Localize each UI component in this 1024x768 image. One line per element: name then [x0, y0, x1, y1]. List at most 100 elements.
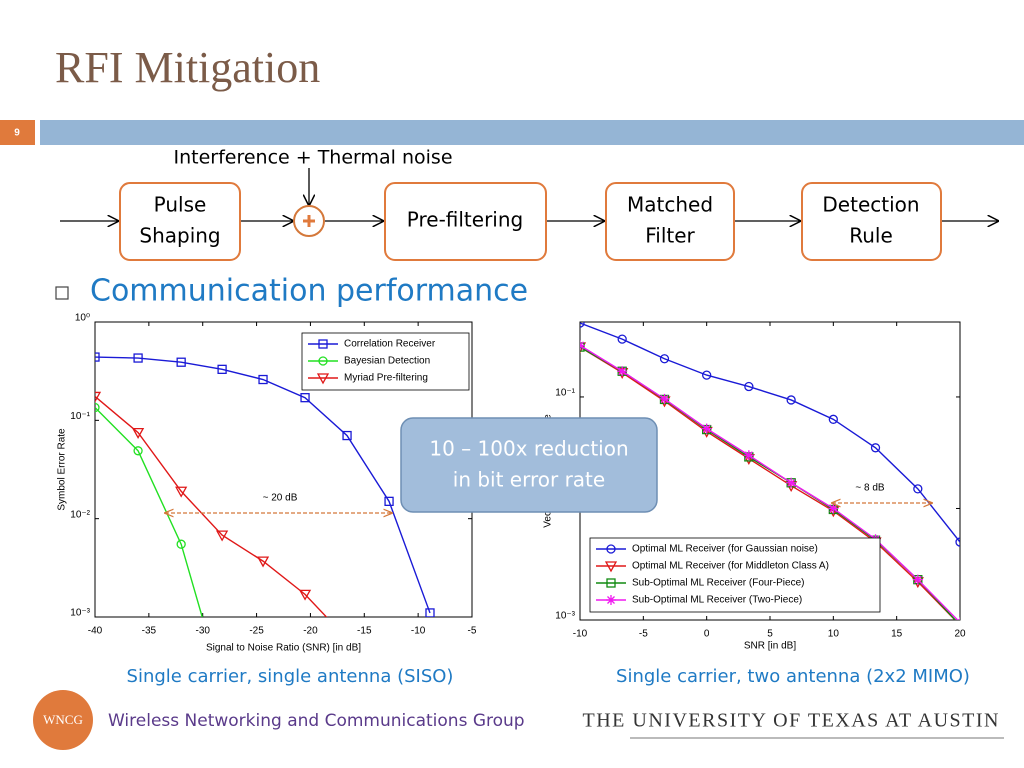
caption: Single carrier, single antenna (SISO) [127, 666, 454, 687]
legend-label: Sub-Optimal ML Receiver (Two-Piece) [632, 595, 802, 606]
series-line [95, 407, 203, 617]
callout-box [400, 417, 658, 513]
callout-text: in bit error rate [453, 468, 605, 492]
marker [702, 370, 712, 380]
marker [913, 484, 923, 494]
x-tick-label: -10 [573, 629, 588, 640]
legend-label: Myriad Pre-filtering [344, 373, 428, 384]
marker [256, 556, 270, 568]
marker [215, 530, 229, 542]
node-label: Shaping [139, 224, 220, 248]
x-tick-label: -30 [195, 626, 210, 637]
legend-marker [318, 356, 328, 366]
marker [176, 357, 186, 367]
x-tick-label: -10 [411, 626, 426, 637]
marker [425, 608, 435, 617]
marker [743, 450, 754, 461]
y-tick-label: 10⁻³ [70, 608, 90, 619]
logo-text: WNCG [43, 712, 83, 727]
legend-marker [606, 595, 616, 605]
marker [300, 393, 310, 403]
node-box [605, 182, 735, 261]
series-line [580, 346, 957, 620]
legend-marker [604, 561, 618, 573]
node-label: Pre-filtering [407, 208, 523, 232]
marker [701, 423, 712, 434]
x-tick-label: 0 [704, 629, 710, 640]
y-tick-label: 10⁻¹ [555, 388, 575, 399]
series-line [95, 356, 431, 614]
input-label: Interference + Thermal noise [173, 147, 452, 169]
annotation: ~ 20 dB [263, 493, 298, 504]
marker [828, 503, 839, 514]
series-line [95, 395, 328, 617]
node-box [384, 182, 547, 261]
marker [175, 486, 188, 498]
legend-label: Bayesian Detection [344, 356, 430, 367]
marker [580, 340, 585, 351]
marker [617, 334, 627, 344]
marker [786, 395, 796, 405]
x-tick-label: -20 [303, 626, 318, 637]
marker [342, 430, 352, 441]
x-axis-label: SNR [in dB] [744, 641, 796, 652]
logo [33, 690, 93, 750]
y-tick-label: 10⁻¹ [70, 411, 90, 422]
adder-plus [303, 215, 315, 227]
node-box [801, 182, 942, 261]
marker [659, 354, 670, 364]
marker [133, 353, 143, 363]
bullet-text: Communication performance [90, 274, 528, 309]
y-axis-label: Symbol Error Rate [57, 428, 68, 511]
x-tick-label: -25 [249, 626, 264, 637]
header-bar [40, 120, 1024, 145]
node-label: Detection [822, 193, 919, 217]
marker [258, 374, 268, 385]
marker [217, 364, 227, 374]
x-tick-label: 15 [891, 629, 903, 640]
group-name: Wireless Networking and Communications G… [108, 711, 525, 731]
x-tick-label: -5 [639, 629, 648, 640]
marker [744, 381, 754, 392]
legend-label: Optimal ML Receiver (for Gaussian noise) [632, 544, 818, 555]
marker [617, 366, 628, 377]
series-group [95, 352, 435, 617]
node-label: Pulse [154, 193, 207, 217]
x-tick-label: 20 [954, 629, 966, 640]
marker [131, 427, 145, 439]
series-line [580, 322, 960, 543]
marker [95, 402, 100, 413]
x-axis-label: Signal to Noise Ratio (SNR) [in dB] [206, 643, 361, 654]
marker [95, 391, 102, 403]
marker [956, 617, 960, 620]
legend-marker [606, 544, 616, 554]
x-tick-label: 10 [828, 629, 840, 640]
block-diagram: Interference + Thermal noise Pulse Shapi… [60, 147, 998, 261]
legend-marker [606, 578, 616, 588]
node-label: Matched [627, 193, 713, 217]
marker [786, 477, 797, 488]
marker [176, 539, 186, 549]
slide-number: 9 [14, 128, 20, 139]
slide-title: RFI Mitigation [55, 43, 320, 92]
legend-label: Optimal ML Receiver (for Middleton Class… [632, 561, 829, 572]
legend-marker [316, 373, 330, 385]
marker [870, 443, 881, 453]
marker [659, 393, 670, 404]
legend-box [589, 537, 881, 613]
x-tick-label: -5 [468, 626, 477, 637]
x-tick-label: -15 [357, 626, 372, 637]
caption: Single carrier, two antenna (2x2 MIMO) [616, 666, 970, 687]
marker [912, 574, 923, 585]
marker [955, 537, 960, 547]
annotation: ~ 8 dB [855, 483, 885, 494]
node-label: Filter [645, 224, 695, 248]
x-tick-label: -35 [142, 626, 157, 637]
y-tick-label: 10⁻³ [555, 611, 575, 622]
bullet-mark [55, 286, 69, 300]
node-box [119, 182, 241, 261]
legend-marker [318, 339, 328, 349]
university-name: THE UNIVERSITY OF TEXAS AT AUSTIN [583, 710, 1000, 732]
